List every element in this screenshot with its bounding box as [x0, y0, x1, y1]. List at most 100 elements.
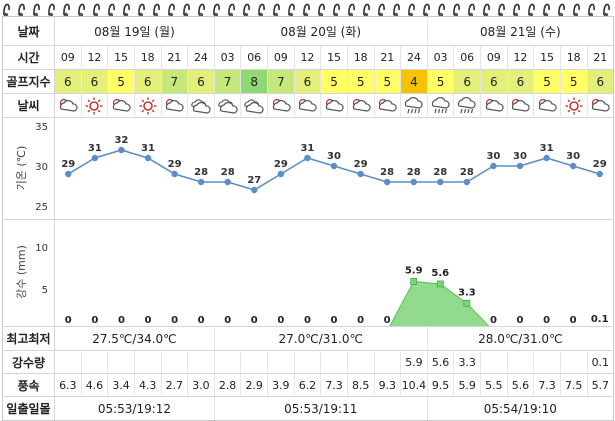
precip-cell: [346, 351, 374, 373]
temperature-point: [596, 170, 603, 178]
minmax-row: 최고최저 27.5℃/34.0℃ 27.0℃/31.0℃ 28.0℃/31.0℃: [3, 327, 613, 350]
temperature-point: [197, 178, 205, 186]
wind-cell: 3.4: [107, 374, 134, 396]
minmax-day-1: 27.5℃/34.0℃: [92, 331, 177, 346]
precip-cell: [107, 351, 134, 373]
day-header-2: 08월 20일 (화): [213, 17, 427, 45]
wind-cell: 2.8: [213, 374, 241, 396]
precip-cell: [533, 351, 560, 373]
precip-cell: [320, 351, 347, 373]
date-row: 날짜 08월 19일 (월) 08월 20일 (화) 08월 21일 (수): [3, 17, 613, 45]
golf-index-cell: 5: [559, 70, 587, 93]
rain-icon: [400, 94, 427, 117]
wind-cell: 3.9: [267, 374, 294, 396]
y-tick-label: 30: [35, 162, 48, 173]
precipitation-data-label: 0: [118, 315, 125, 326]
cloudy-icon: [240, 94, 267, 117]
golf-index-cell: 6: [293, 70, 321, 93]
precipitation-point: [463, 299, 471, 307]
rain-icon: [426, 94, 454, 117]
temperature-data-label: 29: [354, 159, 368, 170]
hour-cell: 12: [293, 46, 321, 69]
golf-index-cell: 6: [506, 70, 534, 93]
golf-index-cell: 6: [586, 70, 614, 93]
golf-index-cell: 6: [80, 70, 108, 93]
time-label: 시간: [3, 46, 55, 69]
temperature-point: [357, 170, 364, 178]
temperature-point: [516, 162, 524, 170]
precipitation-data-label: 0: [171, 315, 178, 326]
golf-index-cell: 5: [533, 70, 560, 93]
precip-cell: [213, 351, 241, 373]
golf-index-cell: 7: [213, 70, 241, 93]
y-tick-label: 35: [35, 122, 48, 133]
hour-cell: 24: [187, 46, 214, 69]
precip-cell: [160, 351, 188, 373]
hour-cell: 03: [426, 46, 454, 69]
precipitation-data-label: 0: [357, 315, 364, 326]
precipitation-data-label: 0: [543, 315, 550, 326]
temperature-data-label: 28: [380, 167, 394, 178]
day-header-1: 08월 19일 (월): [94, 24, 175, 39]
temperature-data-label: 31: [540, 143, 554, 154]
temperature-data-label: 30: [566, 151, 580, 162]
sun-day-1: 05:53/19:12: [97, 401, 172, 416]
rain-icon: [453, 94, 480, 117]
precipitation-point: [436, 280, 444, 288]
precipitation-data-label: 0: [517, 315, 524, 326]
y-tick-label: 10: [35, 243, 48, 254]
hour-cell: 21: [373, 46, 401, 69]
cloudy-icon: [213, 94, 241, 117]
precipitation-data-label: 0: [490, 315, 497, 326]
temperature-point: [330, 162, 338, 170]
hour-cell: 15: [107, 46, 134, 69]
partly-cloudy-icon: [267, 94, 294, 117]
wind-row: 풍속 6.3 4.6 3.4 4.3 2.7 3.0 2.8 2.9 3.9 6.2 7.3 8.5 9…: [3, 374, 613, 396]
temperature-point: [277, 170, 285, 178]
precip-cell: [133, 351, 161, 373]
hour-cell: 12: [506, 46, 534, 69]
temperature-data-label: 32: [114, 135, 128, 146]
golf-index-cell: 7: [267, 70, 294, 93]
temperature-point: [437, 178, 444, 186]
golf-index-cell: 4: [400, 70, 427, 93]
partly-cloudy-icon: [533, 94, 560, 117]
precipitation-data-label: 0: [198, 315, 205, 326]
precip-cell: 5.6: [426, 351, 454, 373]
temperature-data-label: 30: [327, 151, 341, 162]
hour-cell: 09: [480, 46, 507, 69]
hour-cell: 09: [60, 51, 75, 64]
precip-cell: [55, 351, 81, 373]
precipitation-data-label: 0: [277, 315, 284, 326]
wind-cell: 5.9: [453, 374, 480, 396]
hour-cell: 15: [320, 46, 347, 69]
precipitation-data-label: 0: [570, 315, 577, 326]
golf-index-cell: 8: [240, 70, 267, 93]
wind-cell: 8.5: [346, 374, 374, 396]
sun-icon: [559, 94, 587, 117]
hour-cell: 06: [453, 46, 480, 69]
temperature-data-label: 28: [460, 167, 474, 178]
temperature-point: [490, 162, 497, 170]
precipitation-data-label: 0: [91, 315, 98, 326]
golf-index-cell: 6: [55, 70, 81, 93]
golf-index-cell: 6: [133, 70, 161, 93]
sun-row: 일출일몰 05:53/19:12 05:53/19:11 05:54/19:10: [3, 397, 613, 420]
precipitation-data-label: 0: [251, 315, 258, 326]
wind-cell: 2.7: [160, 374, 188, 396]
sun-label: 일출일몰: [3, 397, 55, 420]
precip-label: 강수량: [3, 351, 55, 373]
hour-cell: 12: [80, 46, 108, 69]
golf-index-cell: 5: [373, 70, 401, 93]
partly-cloudy-icon: [293, 94, 321, 117]
sun-icon: [80, 94, 108, 117]
weather-row: 날씨: [3, 94, 613, 117]
date-label: 날짜: [3, 17, 55, 45]
hour-cell: 03: [213, 46, 241, 69]
golf-index-cell: 5: [426, 70, 454, 93]
partly-cloudy-icon: [480, 94, 507, 117]
temperature-point: [543, 154, 550, 162]
y-axis-label: 강수 (mm): [15, 245, 28, 299]
partly-cloudy-icon: [320, 94, 347, 117]
